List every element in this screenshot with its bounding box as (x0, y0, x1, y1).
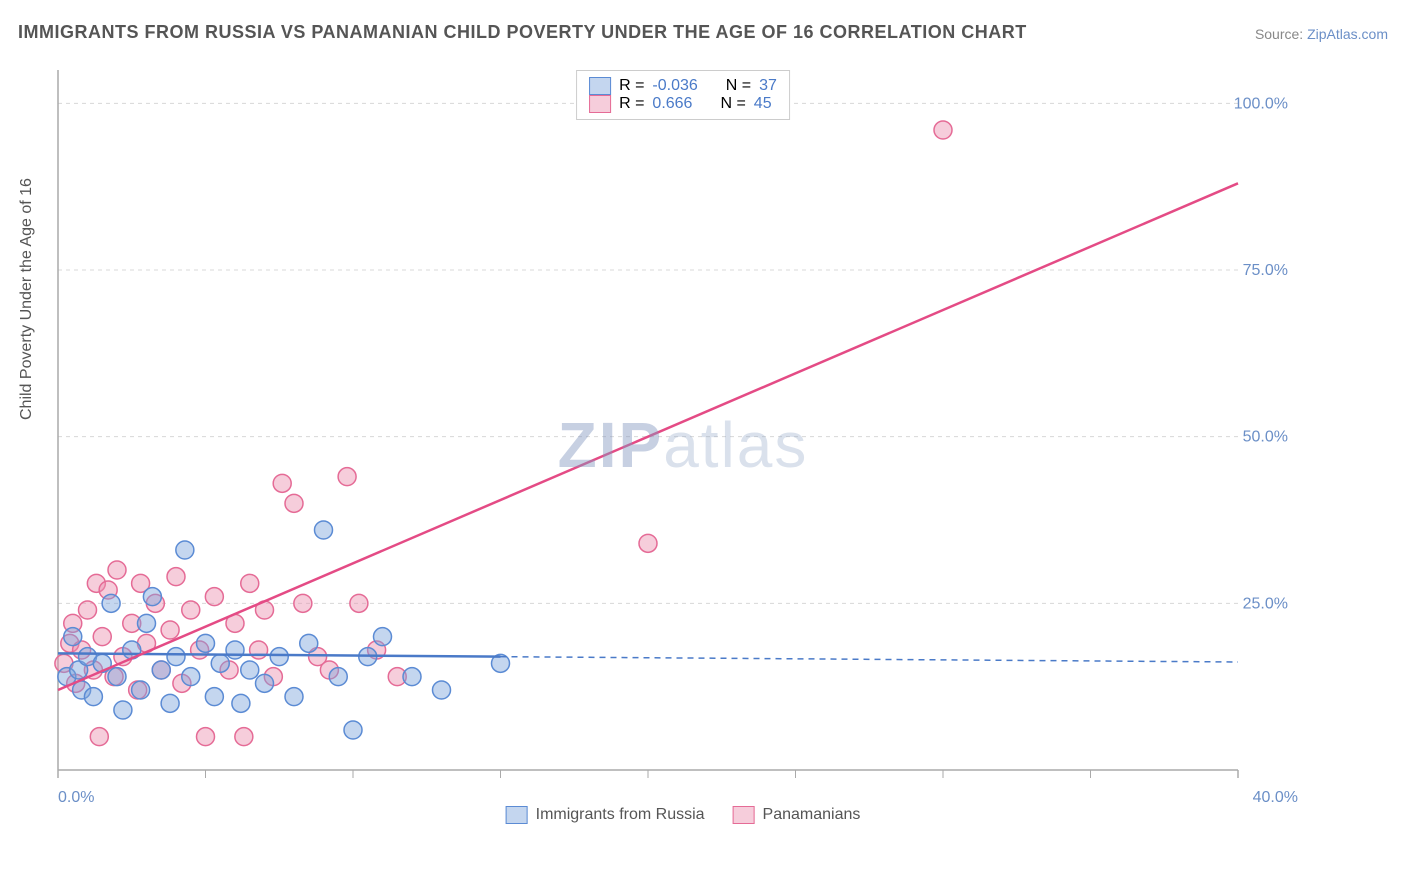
legend-series: Immigrants from Russia Panamanians (506, 806, 861, 824)
source-prefix: Source: (1255, 26, 1307, 42)
legend-r-value-panama: 0.666 (652, 95, 692, 113)
svg-text:0.0%: 0.0% (58, 789, 94, 806)
legend-r-label: R = (619, 77, 644, 95)
legend-item-russia: Immigrants from Russia (506, 806, 705, 824)
legend-label-panama: Panamanians (763, 806, 861, 824)
legend-r-label: R = (619, 95, 644, 113)
legend-n-value-russia: 37 (759, 77, 777, 95)
svg-text:40.0%: 40.0% (1253, 789, 1298, 806)
legend-n-value-panama: 45 (754, 95, 772, 113)
source-attribution: Source: ZipAtlas.com (1255, 26, 1388, 42)
legend-stats: R = -0.036 N = 37 R = 0.666 N = 45 (576, 70, 790, 120)
legend-label-russia: Immigrants from Russia (536, 806, 705, 824)
legend-item-panama: Panamanians (733, 806, 861, 824)
chart-svg: 25.0% 50.0% 75.0% 100.0% 0.0% 40.0% (48, 60, 1318, 830)
source-link[interactable]: ZipAtlas.com (1307, 26, 1388, 42)
svg-text:75.0%: 75.0% (1243, 262, 1288, 279)
legend-stats-row-russia: R = -0.036 N = 37 (589, 77, 777, 95)
swatch-panama (733, 806, 755, 824)
svg-text:50.0%: 50.0% (1243, 429, 1288, 446)
legend-stats-row-panama: R = 0.666 N = 45 (589, 95, 777, 113)
swatch-russia (506, 806, 528, 824)
legend-n-label: N = (726, 77, 751, 95)
svg-text:25.0%: 25.0% (1243, 595, 1288, 612)
chart-title: IMMIGRANTS FROM RUSSIA VS PANAMANIAN CHI… (18, 22, 1027, 43)
swatch-russia (589, 77, 611, 95)
y-axis-label: Child Poverty Under the Age of 16 (18, 178, 36, 420)
legend-r-value-russia: -0.036 (652, 77, 697, 95)
chart-area: ZIPatlas 25.0%50.0%75.0%100.0%0.0%40.0% … (48, 60, 1318, 830)
legend-n-label: N = (720, 95, 745, 113)
svg-text:100.0%: 100.0% (1234, 95, 1288, 112)
swatch-panama (589, 95, 611, 113)
